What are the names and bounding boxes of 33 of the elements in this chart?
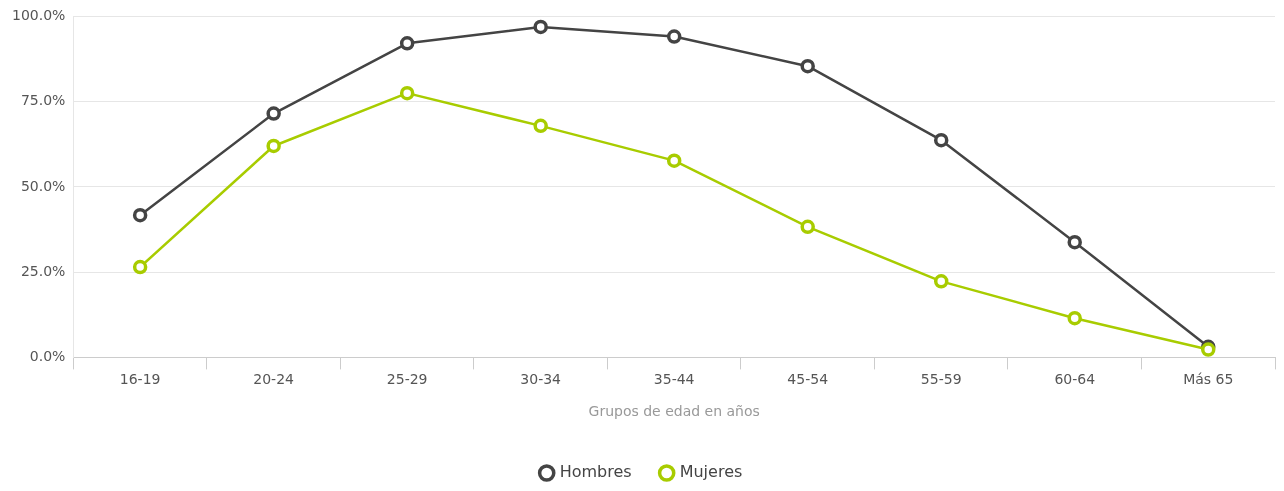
point	[399, 36, 415, 51]
point	[800, 219, 815, 235]
x-tick-label: 45-54	[787, 371, 829, 388]
y-tick-label: 75.0%	[20, 92, 66, 109]
x-tick-label: 30-34	[520, 371, 562, 388]
point	[132, 207, 148, 223]
x-tick-label: Más 65	[1183, 371, 1234, 388]
x-tick-label: 20-24	[253, 371, 295, 388]
point	[800, 58, 815, 74]
y-tick-label: 0.0%	[29, 348, 66, 365]
x-tick-label: 25-29	[386, 371, 428, 388]
y-tick-label: 25.0%	[20, 262, 66, 279]
point	[1067, 310, 1082, 326]
legend-label: Mujeres	[679, 462, 743, 482]
point	[1067, 234, 1082, 250]
point	[266, 106, 281, 121]
x-axis-title: Grupos de edad en años	[588, 403, 760, 420]
y-tick-label: 50.0%	[20, 177, 66, 194]
point	[399, 85, 415, 101]
point	[266, 138, 281, 154]
x-tick-label: 60-64	[1054, 371, 1096, 388]
point	[666, 29, 682, 44]
point	[533, 118, 548, 134]
point	[533, 19, 548, 35]
point	[666, 153, 682, 168]
point	[132, 259, 148, 275]
point	[933, 274, 949, 289]
x-tick-label: 16-19	[119, 371, 161, 388]
point	[933, 132, 949, 148]
x-tick-label: 35-44	[653, 371, 695, 388]
legend-label: Hombres	[559, 462, 632, 482]
y-tick-label: 100.0%	[11, 7, 66, 24]
x-tick-label: 55-59	[920, 371, 962, 388]
